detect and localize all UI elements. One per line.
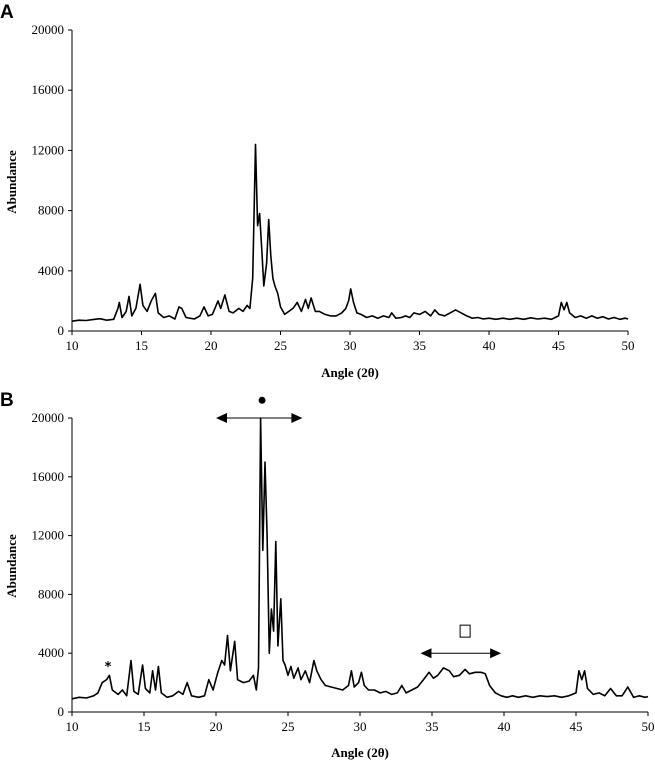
x-tick-label: 45: [570, 719, 583, 734]
y-tick-label: 0: [58, 704, 65, 719]
panel-b-y-ticks: 0 4000 8000 12000 16000 20000: [32, 410, 72, 719]
panel-a-y-ticks: 0 4000 8000 12000 16000 20000: [32, 22, 72, 338]
y-tick-label: 20000: [32, 410, 65, 425]
panel-b-y-axis-title: Abundance: [4, 534, 19, 598]
y-tick-label: 12000: [32, 528, 65, 543]
asterisk-marker: *: [105, 660, 112, 675]
x-tick-label: 35: [413, 338, 426, 353]
x-tick-label: 15: [138, 719, 151, 734]
x-tick-label: 40: [498, 719, 511, 734]
y-tick-label: 12000: [32, 142, 65, 157]
panel-b-label: B: [0, 390, 14, 411]
x-tick-label: 50: [622, 338, 635, 353]
panel-a-label: A: [0, 2, 14, 23]
x-tick-label: 45: [552, 338, 565, 353]
y-tick-label: 0: [58, 323, 65, 338]
panel-a-series-line: [71, 143, 629, 322]
panel-b-x-axis-title: Angle (2θ): [331, 745, 389, 760]
panel-b-x-ticks: 10 15 20 25 30 35 40 45 50: [66, 712, 655, 734]
x-tick-label: 50: [642, 719, 655, 734]
panel-b: B 0 4000 8000 12000 16000 20000 10 15 20 25 30 35 4…: [0, 390, 655, 760]
y-tick-label: 20000: [32, 22, 65, 37]
y-tick-label: 8000: [38, 586, 64, 601]
arrow-head-left: [216, 413, 227, 423]
panel-a: A 0 4000 8000 12000 16000 20000 10 15 20 25 30 35 4…: [0, 2, 635, 380]
y-tick-label: 16000: [32, 82, 65, 97]
x-tick-label: 35: [426, 719, 439, 734]
x-tick-label: 30: [344, 338, 357, 353]
panel-a-x-ticks: 10 15 20 25 30 35 40 45 50: [66, 331, 635, 353]
panel-a-x-axis-title: Angle (2θ): [321, 365, 379, 380]
y-tick-label: 4000: [38, 263, 64, 278]
x-tick-label: 20: [205, 338, 218, 353]
panel-b-annotations: *: [105, 396, 502, 675]
x-tick-label: 15: [135, 338, 148, 353]
x-tick-label: 40: [483, 338, 496, 353]
square-marker: [459, 624, 471, 638]
x-tick-label: 10: [66, 338, 79, 353]
x-tick-label: 20: [210, 719, 223, 734]
y-tick-label: 8000: [38, 203, 64, 218]
y-tick-label: 16000: [32, 469, 65, 484]
arrow-head-left: [420, 648, 432, 659]
arrow-head-right: [291, 413, 303, 423]
x-tick-label: 10: [66, 719, 79, 734]
x-tick-label: 25: [274, 338, 287, 353]
y-tick-label: 4000: [38, 645, 64, 660]
panel-a-y-axis-title: Abundance: [4, 150, 19, 214]
dot-marker: [258, 396, 266, 404]
x-tick-label: 25: [282, 719, 295, 734]
arrow-head-right: [490, 648, 502, 659]
x-tick-label: 30: [354, 719, 367, 734]
panel-b-series-line: [71, 417, 649, 700]
